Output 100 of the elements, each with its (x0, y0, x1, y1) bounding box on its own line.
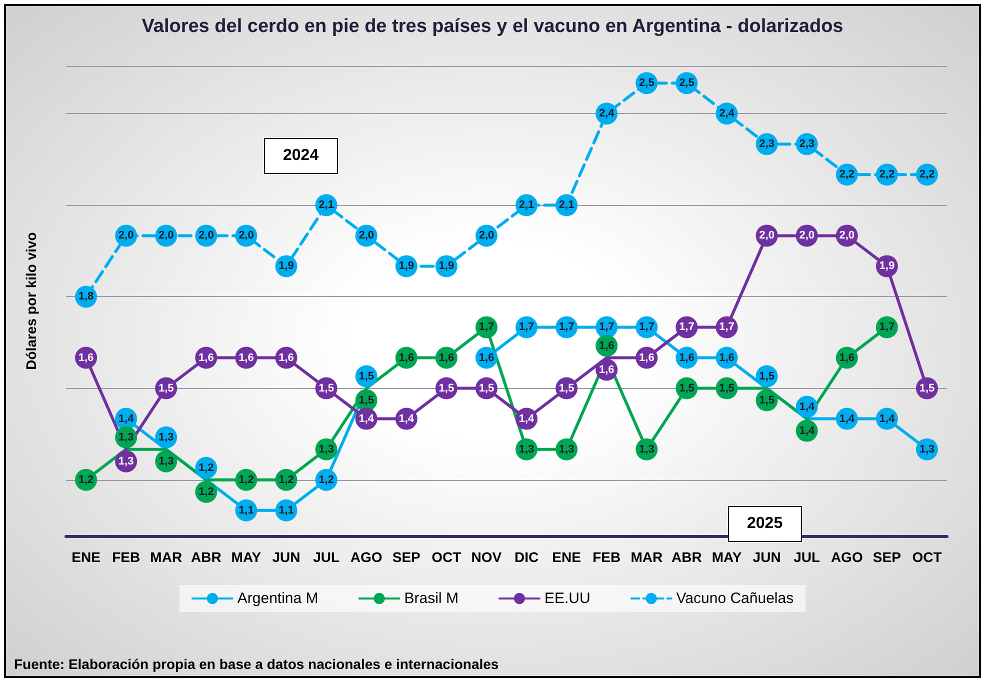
source-note: Fuente: Elaboración propia en base a datos nacionales e internacionales (14, 656, 499, 672)
data-label: 2,0 (759, 230, 774, 242)
x-tick-label: ENE (72, 549, 100, 565)
data-label: 2,0 (358, 230, 374, 242)
x-tick-label: MAR (630, 549, 663, 565)
data-label: 1,8 (78, 290, 94, 303)
data-label: 2,0 (198, 230, 214, 242)
data-label: 2,3 (799, 138, 814, 150)
data-label: 1,4 (799, 400, 816, 413)
data-label: 2,1 (518, 199, 534, 212)
x-tick-label: NOV (471, 549, 502, 565)
x-tick-label: SEP (872, 549, 901, 565)
x-tick-label: JUN (272, 549, 300, 565)
data-label: 1,3 (118, 431, 134, 444)
x-tick-label: MAY (231, 549, 262, 565)
data-label: 1,3 (158, 431, 174, 444)
data-label: 1,4 (518, 412, 536, 425)
data-label: 1,6 (438, 352, 454, 364)
data-label: 1,7 (719, 321, 734, 334)
data-label: 1,5 (438, 382, 454, 394)
legend-label: Vacuno Cañuelas (676, 590, 794, 607)
data-label: 1,7 (518, 321, 534, 334)
data-label: 1,9 (398, 260, 414, 272)
data-label: 1,5 (478, 382, 494, 394)
data-label: 1,5 (358, 394, 374, 406)
x-tick-label: MAY (712, 549, 742, 565)
x-tick-label: MAR (150, 549, 182, 565)
data-label: 1,5 (759, 370, 774, 382)
data-label: 1,4 (879, 412, 896, 425)
data-label: 1,2 (78, 474, 94, 486)
data-label: 1,7 (679, 321, 694, 334)
data-label: 1,7 (598, 321, 614, 334)
data-label: 1,6 (679, 352, 694, 364)
data-label: 2,0 (158, 230, 174, 242)
data-label: 1,7 (558, 321, 574, 334)
data-label: 1,6 (598, 364, 614, 376)
data-label: 1,7 (478, 321, 494, 334)
data-label: 2,4 (598, 108, 616, 120)
data-label: 1,2 (278, 474, 294, 486)
data-label: 1,4 (398, 412, 415, 425)
data-label: 1,2 (238, 474, 254, 486)
data-label: 1,6 (839, 352, 855, 364)
data-label: 1,1 (278, 504, 294, 516)
data-label: 1,5 (919, 382, 935, 394)
data-label: 1,6 (478, 352, 494, 364)
data-label: 1,3 (558, 443, 574, 456)
x-tick-label: FEB (112, 549, 140, 565)
x-tick-label: OCT (432, 549, 462, 565)
legend-label: EE.UU (544, 590, 590, 607)
x-tick-label: SEP (392, 549, 420, 565)
x-tick-label: JUL (313, 549, 340, 565)
data-label: 1,5 (679, 382, 694, 394)
data-label: 1,9 (438, 260, 454, 272)
data-label: 2,2 (879, 168, 895, 181)
data-label: 2,4 (719, 108, 736, 120)
x-tick-label: JUN (752, 549, 781, 565)
data-label: 1,2 (198, 486, 214, 498)
data-label: 2,0 (839, 230, 855, 242)
data-label: 2,5 (639, 77, 654, 90)
data-label: 2,1 (558, 199, 574, 212)
data-label: 1,1 (238, 504, 254, 516)
data-label: 2,0 (478, 230, 494, 242)
data-label: 2,2 (839, 168, 855, 181)
x-tick-label: FEB (592, 549, 621, 565)
data-label: 1,4 (118, 412, 135, 425)
data-label: 2,5 (679, 77, 694, 90)
data-label: 1,5 (719, 382, 734, 394)
data-label: 1,6 (639, 352, 654, 364)
data-label: 1,6 (719, 352, 734, 364)
x-tick-label: ABR (190, 549, 222, 565)
data-label: 1,3 (518, 443, 534, 456)
data-label: 1,4 (839, 412, 856, 425)
data-label: 2,0 (118, 230, 134, 242)
data-label: 1,6 (238, 352, 254, 364)
data-label: 1,4 (799, 424, 816, 437)
data-label: 1,3 (639, 443, 654, 456)
data-label: 2,3 (759, 138, 774, 150)
x-tick-label: ENE (552, 549, 581, 565)
x-tick-label: JUL (794, 549, 821, 565)
y-axis-title: Dólares por kilo vivo (23, 232, 39, 370)
data-label: 1,2 (198, 462, 214, 474)
legend-label: Argentina M (237, 590, 318, 607)
data-label: 1,6 (198, 352, 214, 364)
data-label: 1,4 (358, 412, 375, 425)
data-label: 1,7 (879, 321, 895, 334)
data-label: 1,3 (318, 443, 334, 456)
data-label: 1,3 (919, 443, 935, 456)
data-label: 1,5 (558, 382, 574, 394)
data-label: 1,6 (398, 352, 414, 364)
data-label: 1,3 (118, 455, 134, 468)
data-label: 2,2 (919, 168, 935, 181)
data-label: 1,9 (278, 260, 294, 272)
x-tick-label: DIC (514, 549, 539, 565)
x-tick-label: OCT (912, 549, 942, 565)
data-label: 2,0 (799, 230, 814, 242)
data-label: 1,5 (358, 370, 374, 382)
data-label: 1,6 (78, 352, 94, 364)
x-tick-label: AGO (350, 549, 382, 565)
data-label: 1,5 (759, 394, 774, 406)
text: 2025 (728, 506, 802, 542)
